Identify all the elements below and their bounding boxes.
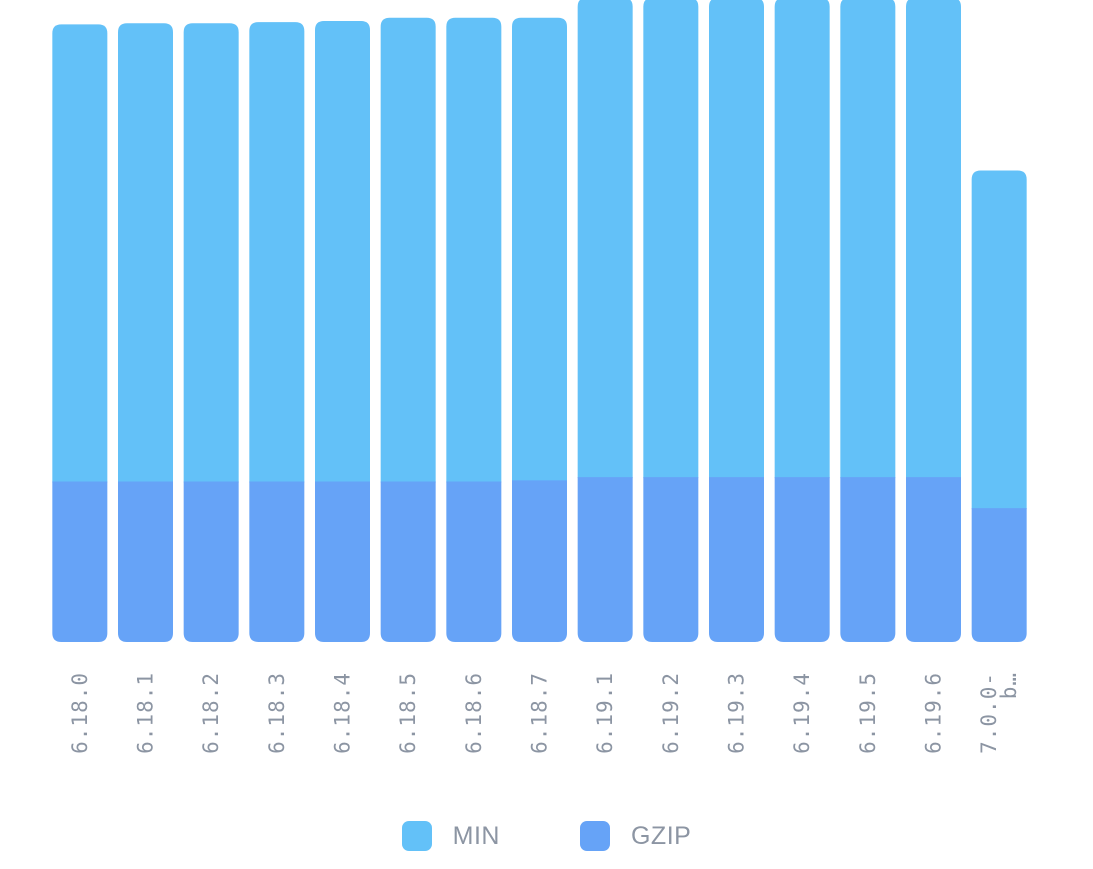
bar-gzip-6.18.2[interactable] <box>183 481 239 643</box>
bar-gzip-6.18.5[interactable] <box>380 481 436 643</box>
bar-gzip-6.18.7[interactable] <box>512 480 567 642</box>
bar-gzip-6.19.4[interactable] <box>774 477 830 642</box>
x-tick-label: 6.19.6 <box>922 672 946 754</box>
x-tick-label: 6.18.7 <box>528 672 552 754</box>
legend-item-gzip[interactable]: GZIP <box>579 821 692 851</box>
bar-gzip-7.0.0-b…[interactable] <box>971 508 1027 642</box>
bar-min-6.18.4[interactable] <box>315 21 370 483</box>
x-tick-label: 6.18.3 <box>265 672 289 754</box>
legend: MIN GZIP <box>0 818 1093 854</box>
bar-min-6.18.5[interactable] <box>380 17 436 483</box>
bar-min-6.18.1[interactable] <box>118 23 173 483</box>
bar-min-6.18.7[interactable] <box>512 17 567 482</box>
bar-gzip-6.19.5[interactable] <box>840 477 896 642</box>
legend-label: GZIP <box>630 821 692 850</box>
x-tick-label: b… <box>997 672 1021 699</box>
legend-label: MIN <box>452 821 500 850</box>
bar-gzip-6.19.3[interactable] <box>709 477 764 642</box>
bar-gzip-6.18.1[interactable] <box>118 481 173 643</box>
legend-item-min[interactable]: MIN <box>401 821 500 851</box>
bar-gzip-6.18.4[interactable] <box>315 481 370 643</box>
x-tick-label: 6.18.4 <box>331 672 355 754</box>
bar-min-6.19.5[interactable] <box>840 0 896 479</box>
x-tick-label: 7.0.0- <box>977 672 1001 754</box>
bar-min-6.19.2[interactable] <box>643 0 699 479</box>
bar-min-6.18.3[interactable] <box>249 22 305 483</box>
x-tick-label: 6.18.1 <box>134 672 158 754</box>
x-tick-label: 6.18.5 <box>396 672 420 754</box>
x-tick-label: 6.19.4 <box>790 672 814 754</box>
bar-gzip-6.18.3[interactable] <box>249 481 305 643</box>
bar-min-6.19.1[interactable] <box>577 0 633 479</box>
bar-min-6.19.6[interactable] <box>906 0 961 479</box>
bar-gzip-6.18.6[interactable] <box>446 481 502 643</box>
bar-min-6.19.4[interactable] <box>774 0 830 479</box>
legend-swatch <box>579 821 610 851</box>
x-tick-label: 6.19.5 <box>856 672 880 754</box>
bar-gzip-6.19.2[interactable] <box>643 477 699 642</box>
legend-swatch <box>401 821 432 851</box>
x-tick-label: 6.18.0 <box>68 672 92 754</box>
x-tick-label: 6.18.6 <box>462 672 486 754</box>
bar-gzip-6.19.1[interactable] <box>577 477 633 642</box>
bar-gzip-6.18.0[interactable] <box>52 481 108 643</box>
x-tick-label: 6.18.2 <box>199 672 223 754</box>
bar-min-6.18.6[interactable] <box>446 17 502 483</box>
x-tick-label: 6.19.1 <box>593 672 617 754</box>
bar-gzip-6.19.6[interactable] <box>906 477 961 642</box>
x-tick-labels: 6.18.0 6.18.1 6.18.2 6.18.3 6.18.4 6.18.5 6.18… <box>68 672 1021 754</box>
x-tick-label: 6.19.2 <box>659 672 683 754</box>
x-tick-label: 6.19.3 <box>725 672 749 754</box>
bar-min-6.18.2[interactable] <box>183 23 239 483</box>
bar-min-6.19.3[interactable] <box>709 0 764 479</box>
bar-min-6.18.0[interactable] <box>52 24 108 483</box>
bars-group <box>52 0 1027 643</box>
bar-min-7.0.0-b…[interactable] <box>971 170 1027 510</box>
